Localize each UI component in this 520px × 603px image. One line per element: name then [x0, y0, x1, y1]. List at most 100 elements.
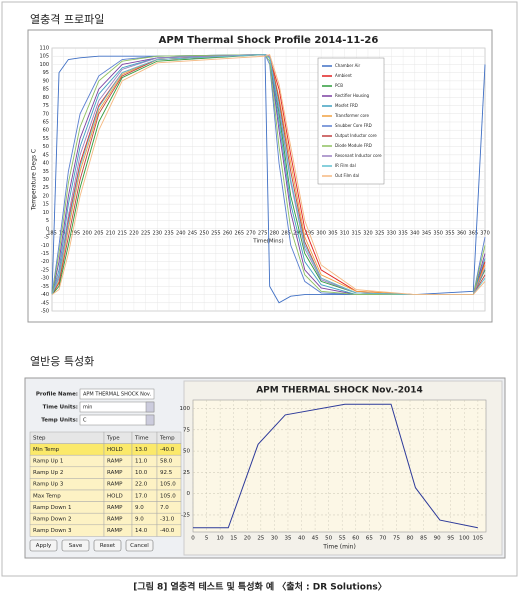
plot-area	[192, 399, 487, 533]
heading: 열반응 특성화	[30, 355, 94, 368]
table-cell-text[interactable]: Ramp Down 2	[33, 517, 72, 523]
button[interactable]	[29, 539, 58, 552]
table-cell-text[interactable]: 7.0	[160, 505, 169, 511]
table-cell-text[interactable]: HOLD	[107, 447, 123, 453]
table-cell-text[interactable]: 11.0	[135, 459, 148, 465]
x-tick-label: 335	[398, 230, 408, 236]
x-tick-label: 10	[217, 536, 224, 542]
x-tick-label: 305	[328, 230, 338, 236]
x-tick-label: 235	[164, 230, 174, 236]
y-tick-label: 0	[187, 491, 191, 497]
button-label[interactable]: Cancel	[130, 543, 149, 549]
button-label[interactable]: Apply	[36, 543, 52, 549]
y-tick-label: 35	[43, 169, 49, 175]
x-tick-label: 370	[480, 230, 490, 236]
x-tick-label: 20	[244, 536, 251, 542]
x-tick-label: 40	[298, 536, 305, 542]
dropdown-arrow[interactable]	[145, 401, 155, 413]
button-label[interactable]: Save	[69, 543, 83, 549]
frame	[1, 1, 518, 577]
table-cell-text[interactable]: Ramp Up 2	[33, 470, 63, 476]
y-tick-label: -25	[181, 512, 190, 518]
table-cell-text[interactable]: RAMP	[107, 505, 123, 511]
x-tick-label: 95	[447, 536, 454, 542]
table-cell-text[interactable]: 13.0	[135, 447, 148, 453]
x-tick-label: 35	[284, 536, 291, 542]
table-cell-text[interactable]: 9.0	[135, 505, 144, 511]
table-cell-text[interactable]: Ramp Down 3	[33, 528, 72, 534]
table-header: Time	[134, 435, 149, 441]
table-cell-text[interactable]: 10.0	[135, 470, 148, 476]
y-tick-label: -5	[44, 235, 49, 241]
x-tick-label: 355	[445, 230, 455, 236]
legend-label: Snubber Core FRD	[335, 123, 372, 128]
y-tick-label: 65	[43, 119, 49, 125]
table-cell[interactable]	[156, 524, 182, 537]
table-cell-text[interactable]: 58.0	[160, 459, 173, 465]
table-cell-text[interactable]: Min Temp	[33, 447, 60, 453]
button[interactable]	[61, 539, 90, 552]
y-tick-label: 25	[43, 185, 49, 191]
x-tick-label: 310	[340, 230, 350, 236]
y-tick-label: 100	[39, 62, 49, 68]
x-tick-label: 345	[422, 230, 432, 236]
x-tick-label: 80	[407, 536, 414, 542]
y-tick-label: -35	[41, 284, 49, 290]
button[interactable]	[93, 539, 122, 552]
x-tick-label: 245	[188, 230, 198, 236]
table-cell-text[interactable]: Ramp Up 1	[33, 459, 63, 465]
x-tick-label: 270	[246, 230, 256, 236]
form-value[interactable]: C	[83, 418, 87, 424]
table-cell-text[interactable]: HOLD	[107, 493, 123, 499]
y-tick-label: 75	[43, 103, 49, 109]
form-field[interactable]	[79, 388, 155, 400]
x-tick-label: 190	[59, 230, 69, 236]
y-tick-label: 95	[43, 70, 49, 76]
y-tick-label: 30	[43, 177, 49, 183]
button[interactable]	[125, 539, 154, 552]
table-cell-text[interactable]: RAMP	[107, 528, 123, 534]
legend-label: IR Film dal	[335, 163, 356, 168]
y-tick-label: -20	[41, 259, 49, 265]
table-cell-text[interactable]: -40.0	[160, 447, 175, 453]
x-tick-label: 230	[153, 230, 163, 236]
x-tick-label: 260	[223, 230, 233, 236]
dropdown-arrow[interactable]	[145, 414, 155, 426]
legend-label: Diode Module FRD	[335, 143, 372, 148]
table-cell-text[interactable]: 17.0	[135, 493, 148, 499]
table-cell-text[interactable]: Max Temp	[33, 493, 61, 499]
table-cell-text[interactable]: RAMP	[107, 459, 123, 465]
y-tick-label: -25	[41, 267, 49, 273]
y-tick-label: 70	[43, 111, 49, 117]
x-tick-label: 5	[205, 536, 209, 542]
table-cell-text[interactable]: Ramp Down 1	[33, 505, 72, 511]
x-tick-label: 325	[375, 230, 385, 236]
x-tick-label: 265	[234, 230, 244, 236]
y-tick-label: -30	[41, 276, 49, 282]
table-cell-text[interactable]: 105.0	[160, 493, 176, 499]
table-cell-text[interactable]: 105.0	[160, 482, 176, 488]
table-cell-text[interactable]: 22.0	[135, 482, 148, 488]
button-label[interactable]: Reset	[100, 543, 116, 549]
y-tick-label: 40	[43, 161, 49, 167]
y-tick-label: 25	[183, 470, 190, 476]
table-cell-text[interactable]: -31.0	[160, 517, 175, 523]
form-field[interactable]	[79, 414, 155, 426]
table-cell-text[interactable]: 14.0	[135, 528, 148, 534]
table-cell-text[interactable]: RAMP	[107, 482, 123, 488]
x-tick-label: 200	[82, 230, 92, 236]
table-cell-text[interactable]: Ramp Up 3	[33, 482, 64, 488]
table-cell-text[interactable]: 9.0	[135, 517, 144, 523]
form-value[interactable]: APM THERMAL SHOCK Nov.	[83, 392, 151, 398]
x-tick-label: 285	[281, 230, 291, 236]
x-tick-label: 350	[433, 230, 443, 236]
table-cell-text[interactable]: RAMP	[107, 517, 123, 523]
form-value[interactable]: min	[83, 405, 92, 411]
table-cell-text[interactable]: 92.5	[160, 470, 173, 476]
x-tick-label: 300	[316, 230, 326, 236]
table-cell-text[interactable]: RAMP	[107, 470, 123, 476]
y-tick-label: 85	[43, 87, 49, 93]
legend-label: PCB	[335, 83, 343, 88]
table-cell-text[interactable]: -40.0	[160, 528, 175, 534]
x-tick-label: 225	[141, 230, 151, 236]
